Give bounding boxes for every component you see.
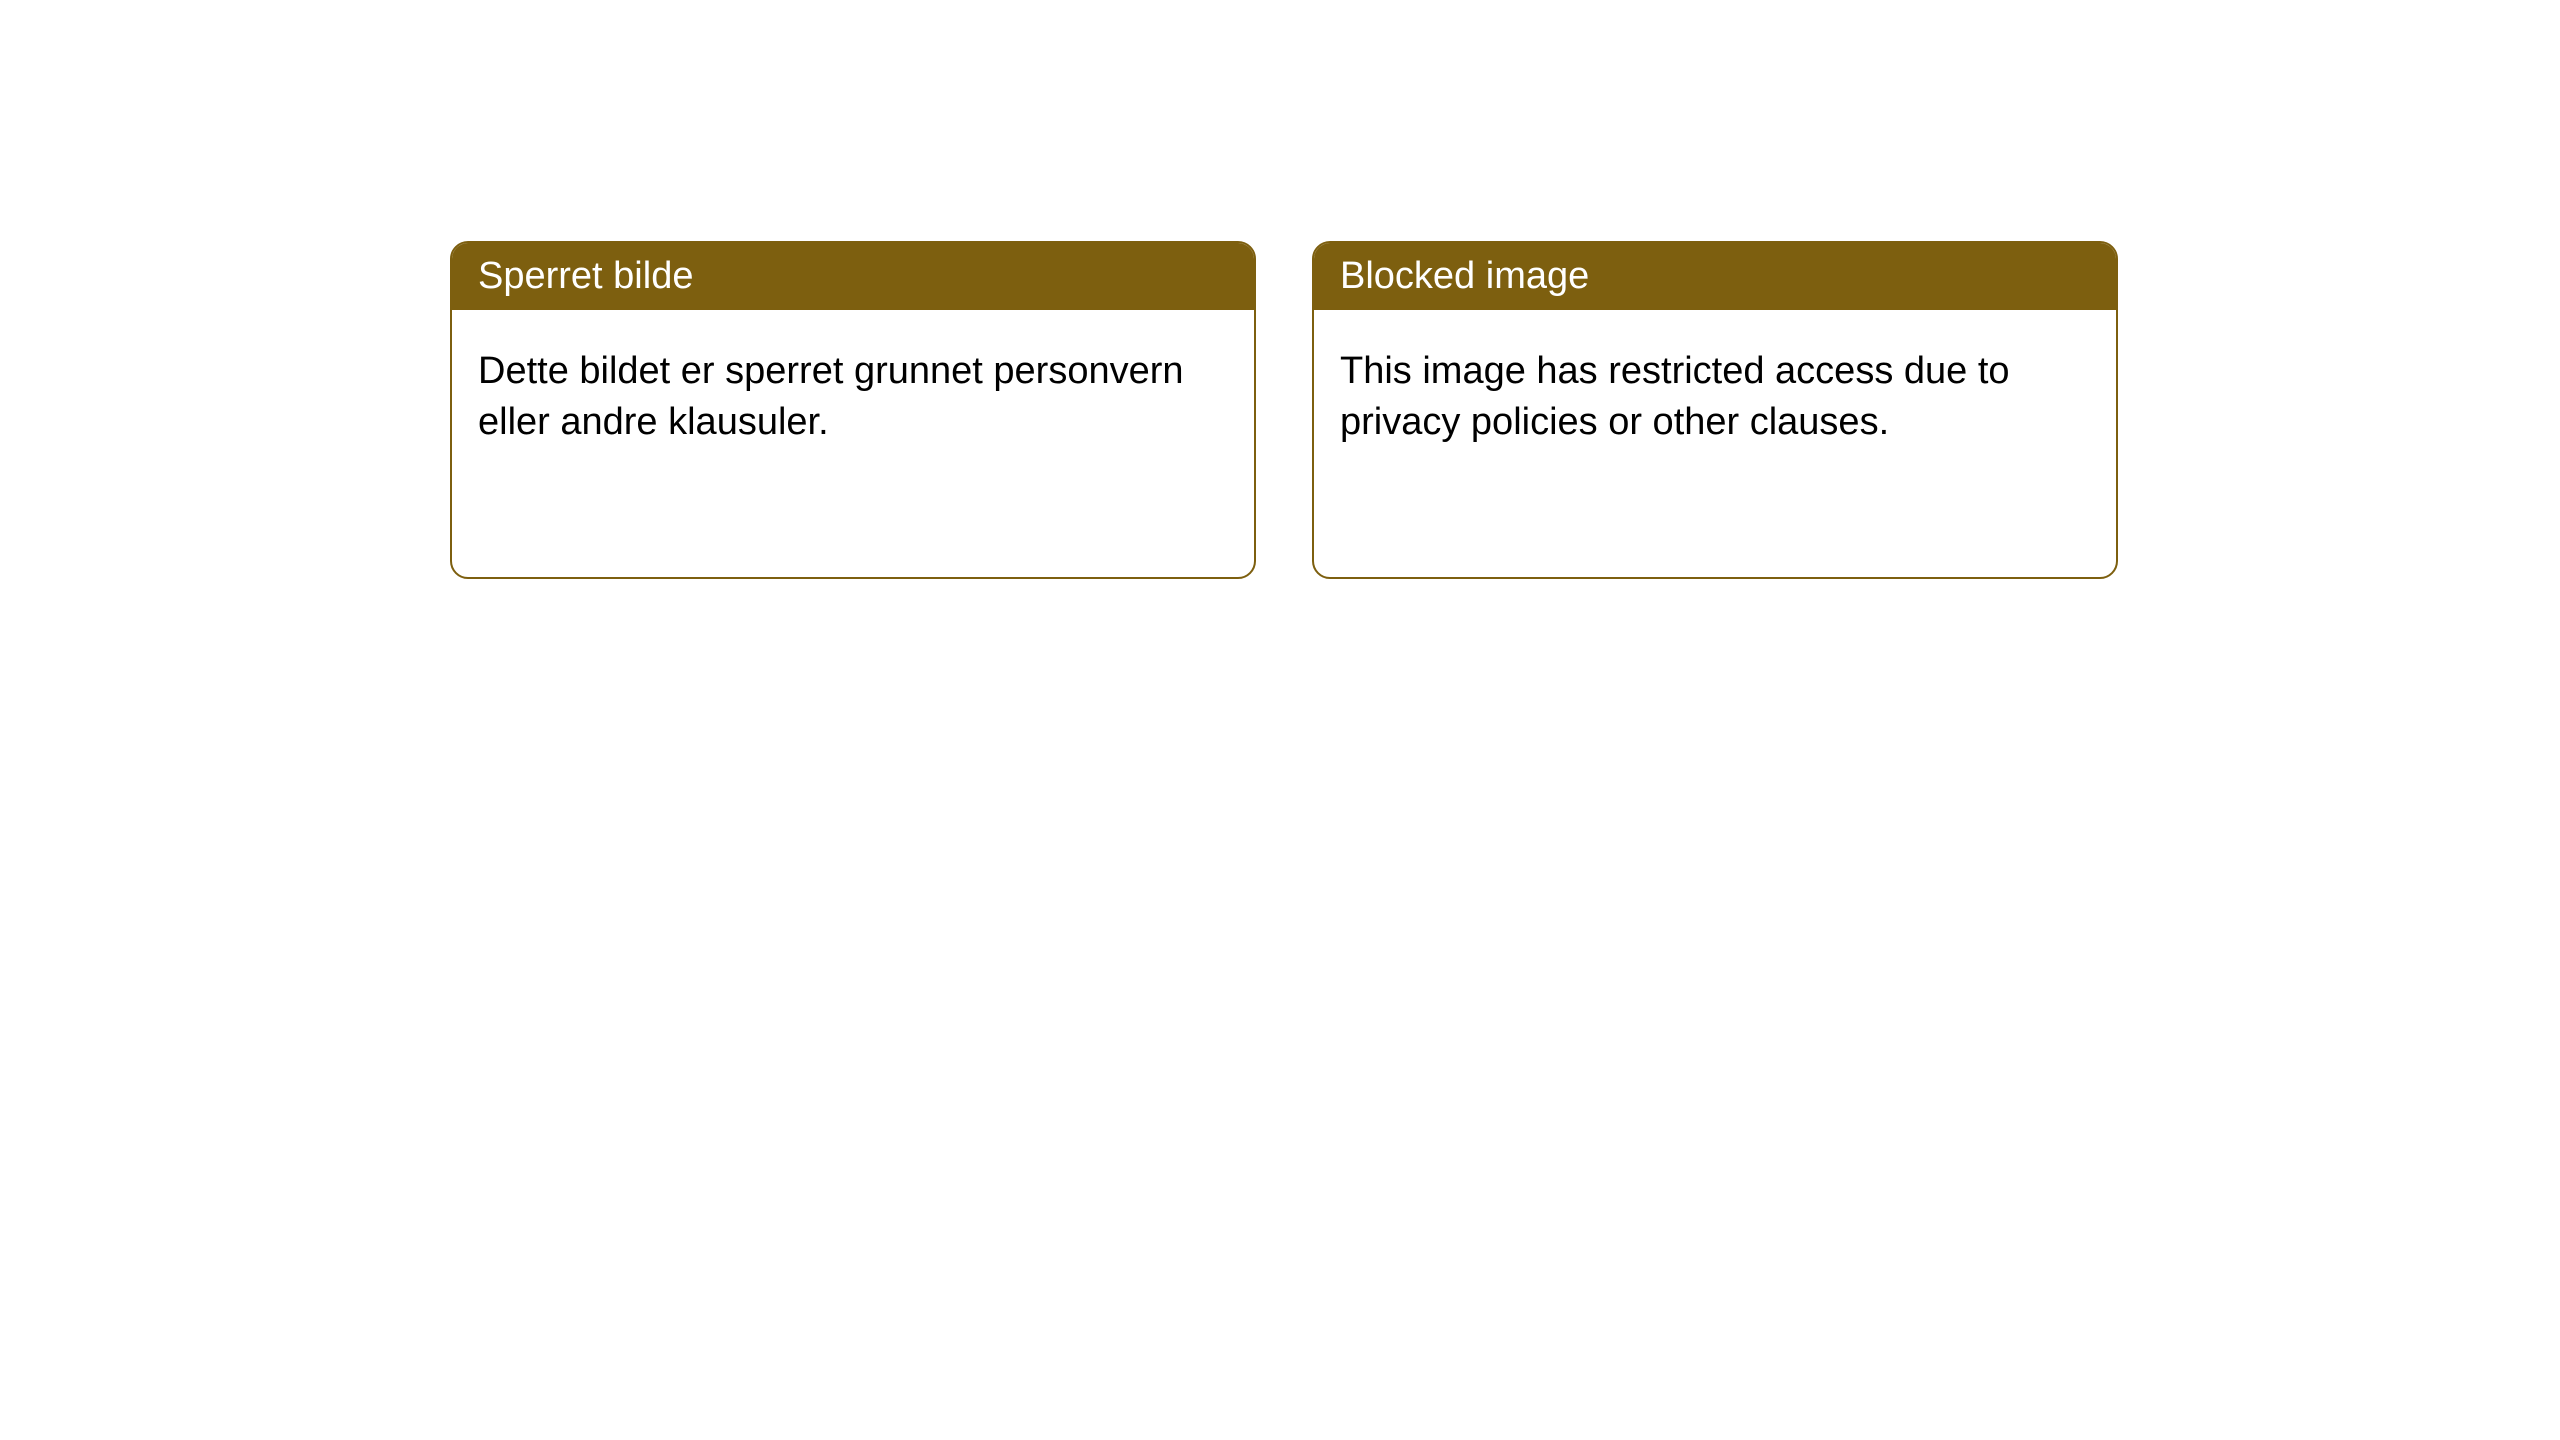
notice-header: Blocked image (1314, 243, 2116, 310)
notice-container: Sperret bilde Dette bildet er sperret gr… (450, 241, 2118, 579)
notice-box-norwegian: Sperret bilde Dette bildet er sperret gr… (450, 241, 1256, 579)
notice-box-english: Blocked image This image has restricted … (1312, 241, 2118, 579)
notice-body: Dette bildet er sperret grunnet personve… (452, 310, 1254, 485)
notice-header: Sperret bilde (452, 243, 1254, 310)
notice-body: This image has restricted access due to … (1314, 310, 2116, 485)
